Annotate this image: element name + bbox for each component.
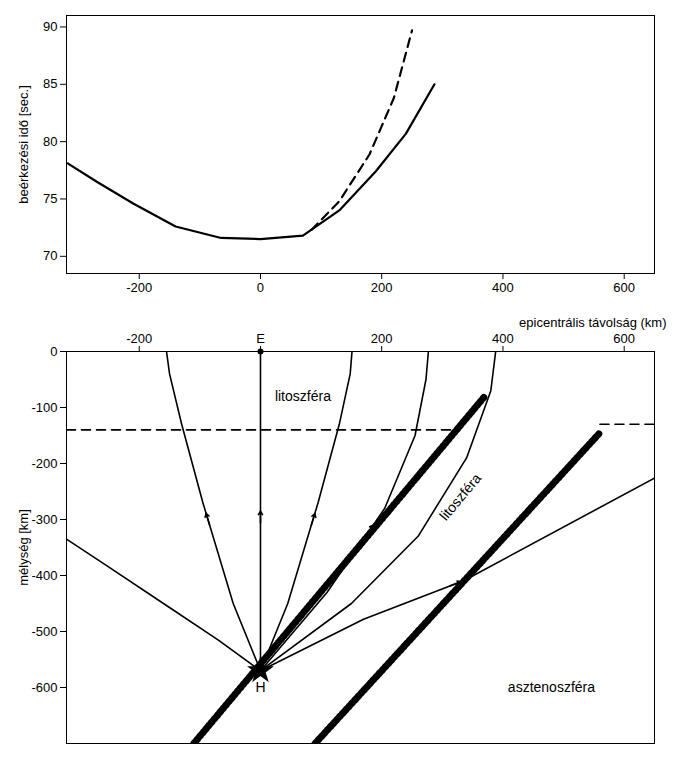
- svg-text:-200: -200: [126, 280, 152, 295]
- svg-text:70: 70: [43, 248, 57, 263]
- svg-text:600: 600: [613, 331, 635, 346]
- svg-text:90: 90: [43, 19, 57, 34]
- svg-text:beérkezési idő [sec.]: beérkezési idő [sec.]: [16, 85, 31, 204]
- svg-text:-200: -200: [126, 331, 152, 346]
- svg-text:litoszféra: litoszféra: [275, 388, 331, 404]
- svg-text:-100: -100: [31, 400, 57, 415]
- svg-text:85: 85: [43, 76, 57, 91]
- svg-text:600: 600: [613, 280, 635, 295]
- svg-text:200: 200: [371, 280, 393, 295]
- svg-text:-200: -200: [31, 456, 57, 471]
- svg-text:80: 80: [43, 134, 57, 149]
- svg-text:E: E: [256, 331, 265, 346]
- svg-text:-300: -300: [31, 512, 57, 527]
- svg-text:litoszféra: litoszféra: [436, 470, 484, 523]
- svg-text:0: 0: [257, 280, 264, 295]
- svg-text:-500: -500: [31, 624, 57, 639]
- svg-text:-400: -400: [31, 568, 57, 583]
- svg-text:H: H: [255, 679, 265, 695]
- svg-text:75: 75: [43, 191, 57, 206]
- svg-text:400: 400: [492, 280, 514, 295]
- svg-text:200: 200: [371, 331, 393, 346]
- svg-text:-600: -600: [31, 680, 57, 695]
- svg-text:400: 400: [492, 331, 514, 346]
- svg-text:epicentrális távolság (km): epicentrális távolság (km): [519, 315, 666, 330]
- svg-text:mélység [km]: mélység [km]: [16, 509, 31, 586]
- svg-text:0: 0: [50, 344, 57, 359]
- svg-text:asztenoszféra: asztenoszféra: [508, 679, 595, 695]
